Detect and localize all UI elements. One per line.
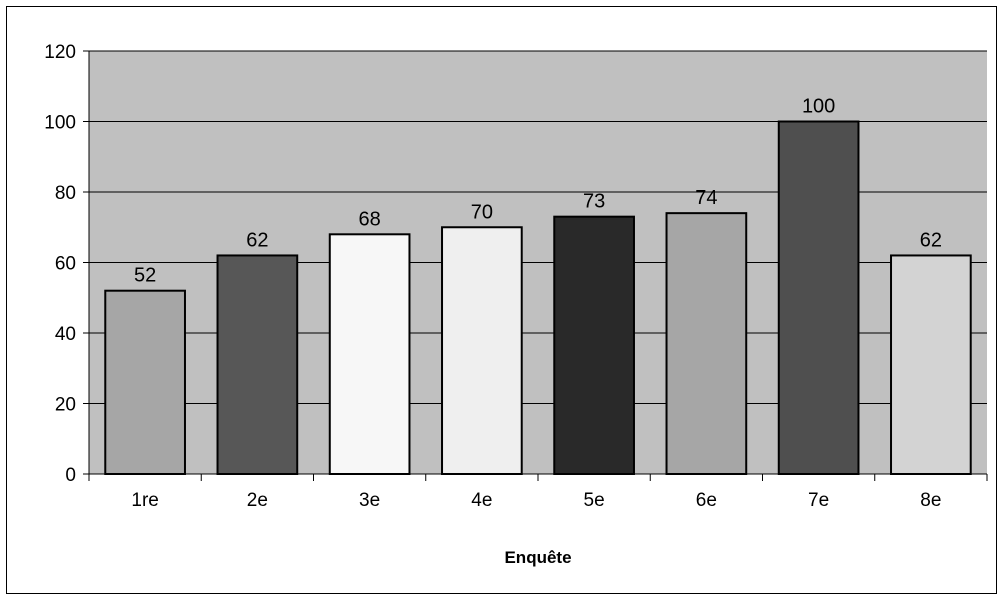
bar-7e — [777, 120, 860, 475]
bar-6e — [665, 212, 748, 475]
data-labels: 52 62 68 70 73 74 100 62 — [134, 96, 942, 287]
data-label: 52 — [134, 265, 156, 287]
data-label: 100 — [802, 96, 835, 118]
data-label: 62 — [920, 229, 942, 251]
x-tick-label: 3e — [359, 490, 380, 511]
y-tick-label: 40 — [55, 324, 76, 345]
x-tick-label: 1re — [131, 490, 158, 511]
y-tick-label: 80 — [55, 183, 76, 204]
x-ticks: 1re 2e 3e 4e 5e 6e 7e 8e — [88, 474, 988, 511]
y-tick-label: 0 — [65, 465, 76, 486]
data-label: 73 — [583, 191, 605, 213]
y-tick-label: 100 — [44, 113, 76, 134]
x-tick-label: 8e — [920, 490, 941, 511]
data-label: 62 — [246, 229, 268, 251]
x-tick-label: 4e — [471, 490, 492, 511]
x-tick-label: 7e — [808, 490, 829, 511]
chart-frame: 0 20 40 60 80 100 120 1re 2e 3e 4e 5e 6e 7e 8e 52 62 68… — [6, 6, 997, 594]
bars — [104, 120, 972, 476]
bar-1re — [104, 289, 186, 476]
data-label: 74 — [695, 187, 717, 209]
x-tick-label: 5e — [584, 490, 605, 511]
bar-8e — [890, 254, 972, 475]
bar-3e — [328, 233, 411, 475]
data-label: 68 — [359, 208, 381, 230]
data-label: 70 — [471, 201, 493, 223]
y-tick-label: 120 — [44, 42, 76, 63]
bar-5e — [553, 215, 635, 476]
x-axis-title: Enquête — [504, 548, 571, 567]
bar-4e — [441, 226, 523, 475]
bar-chart: 0 20 40 60 80 100 120 1re 2e 3e 4e 5e 6e 7e 8e 52 62 68… — [44, 42, 988, 567]
y-ticks: 0 20 40 60 80 100 120 — [44, 42, 89, 486]
bar-2e — [216, 254, 299, 475]
x-tick-label: 6e — [696, 490, 717, 511]
y-tick-label: 20 — [55, 395, 76, 416]
y-tick-label: 60 — [55, 254, 76, 275]
x-tick-label: 2e — [247, 490, 268, 511]
